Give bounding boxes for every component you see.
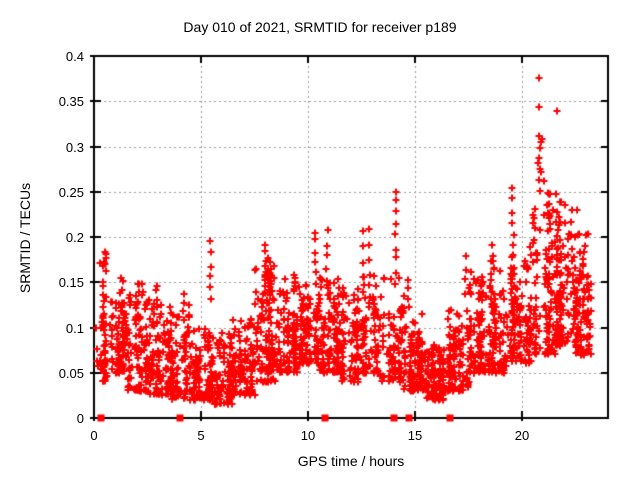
x-tick-label: 10 — [300, 428, 316, 443]
y-tick-label: 0 — [76, 411, 84, 426]
y-tick-label: 0.4 — [65, 49, 84, 64]
y-tick-label: 0.1 — [65, 321, 84, 336]
x-axis-label: GPS time / hours — [297, 453, 405, 469]
y-tick-label: 0.05 — [58, 366, 84, 381]
x-tick-label: 0 — [90, 428, 98, 443]
chart-title: Day 010 of 2021, SRMTID for receiver p18… — [183, 19, 457, 35]
y-tick-label: 0.15 — [58, 275, 84, 290]
y-tick-label: 0.2 — [65, 230, 84, 245]
y-tick-label: 0.3 — [65, 140, 84, 155]
x-tick-label: 15 — [407, 428, 423, 443]
y-tick-label: 0.25 — [58, 185, 84, 200]
y-tick-label: 0.35 — [58, 94, 84, 109]
x-tick-label: 5 — [197, 428, 205, 443]
x-tick-label: 20 — [514, 428, 530, 443]
